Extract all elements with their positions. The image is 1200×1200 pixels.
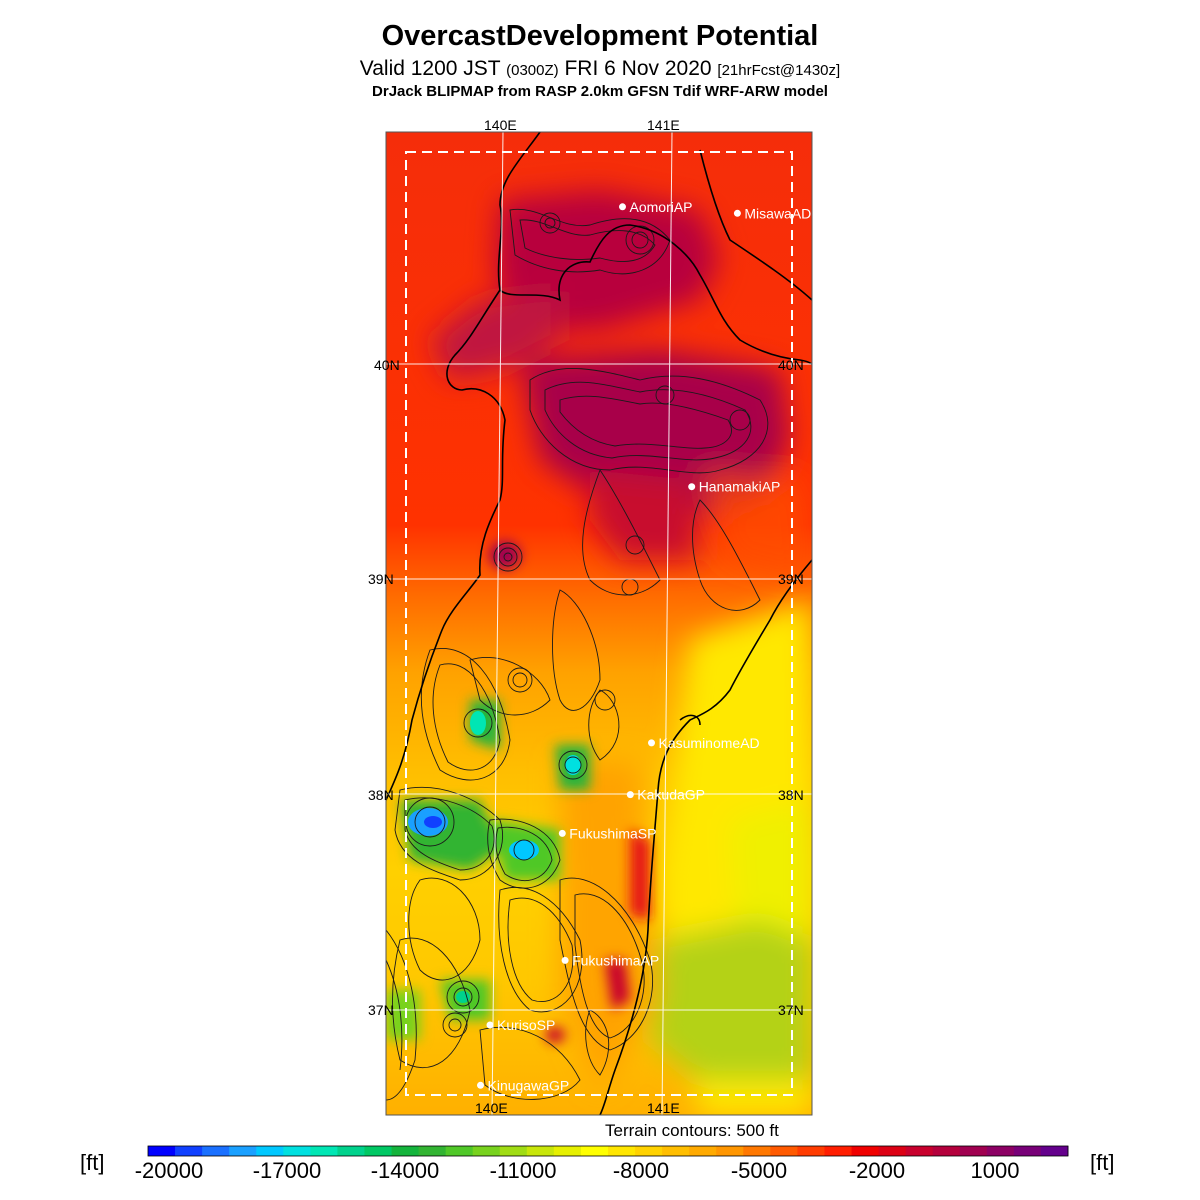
lat-label-38-left: 38N (368, 787, 394, 803)
station-dot (619, 203, 626, 211)
colorbar-frame (147, 1145, 1069, 1157)
colorbar-tick-label: -17000 (252, 1158, 322, 1183)
colorbar-swatch (580, 1146, 609, 1156)
station-label: KasuminomeAD (659, 735, 760, 751)
colorbar-tick-label: -14000 (370, 1158, 440, 1183)
colorbar-swatch (1013, 1146, 1042, 1156)
low-value-cells (408, 711, 581, 1003)
station-dot (486, 1021, 494, 1029)
valid-date: FRI 6 Nov 2020 (564, 57, 712, 80)
station-dot (688, 483, 696, 491)
colorbar-swatch (1040, 1146, 1069, 1156)
map-title: OvercastDevelopment Potential (381, 20, 819, 52)
lat-lon-grid (386, 132, 812, 1115)
lat-label-39-right: 39N (778, 571, 804, 587)
colorbar-swatch (283, 1146, 311, 1156)
colorbar-swatch (553, 1146, 582, 1156)
map-frame (385, 131, 813, 1116)
colorbar-tick-label: -8000 (612, 1158, 670, 1183)
colorbar-swatch (959, 1146, 988, 1156)
colorbar-swatch (499, 1146, 528, 1156)
station-dot (733, 209, 741, 217)
colorbar-swatch (770, 1146, 798, 1156)
domain-boundary (405, 151, 793, 1096)
station-dot (561, 956, 569, 964)
lon-label-140-top: 140E (484, 117, 517, 133)
valid-prefix: Valid 1200 JST (359, 57, 501, 80)
colorbar-swatch (337, 1146, 365, 1156)
colorbar-swatch (797, 1146, 825, 1156)
colorbar-swatch (878, 1146, 907, 1156)
colorbar-swatch (635, 1146, 663, 1156)
station-label: FukushimaSP (569, 825, 656, 841)
colorbar-unit-right: [ft] (1090, 1150, 1115, 1175)
colorbar-swatch (418, 1146, 447, 1156)
colorbar-swatch (175, 1146, 203, 1156)
lat-label-40-left: 40N (374, 357, 400, 373)
colorbar-swatch (932, 1146, 961, 1156)
colorbar-swatch (743, 1146, 771, 1156)
colorbar-tick-label: -20000 (134, 1158, 204, 1183)
colorbar-swatch (905, 1146, 934, 1156)
lat-label-40-right: 40N (778, 357, 804, 373)
colorbar-swatch (472, 1146, 501, 1156)
colorbar-swatch (608, 1146, 636, 1156)
colorbar-swatch (445, 1146, 474, 1156)
lon-label-141-top: 141E (647, 117, 680, 133)
colorbar-swatch (986, 1146, 1015, 1156)
forecast-info: [21hrFcst@1430z] (717, 62, 841, 79)
terrain-contours-note: Terrain contours: 500 ft (605, 1121, 779, 1140)
station-label: FukushimaAP (572, 952, 659, 968)
colorbar-swatch (689, 1146, 717, 1156)
station-label: HanamakiAP (699, 479, 781, 495)
lat-label-39-left: 39N (368, 571, 394, 587)
colorbar-swatch (824, 1146, 852, 1156)
lat-label-37-left: 37N (368, 1002, 394, 1018)
station-dot (626, 791, 634, 799)
station-label: AomoriAP (630, 199, 693, 215)
lon-label-141-bottom: 141E (647, 1100, 680, 1116)
colorbar-unit-left: [ft] (80, 1150, 105, 1175)
colorbar-swatch (851, 1146, 879, 1156)
colorbar-swatch (256, 1146, 284, 1156)
colorbar-tick-label: 1000 (970, 1158, 1020, 1183)
colorbar-swatch (364, 1146, 392, 1156)
valid-time-line: Valid 1200 JST (0300Z) FRI 6 Nov 2020 [2… (0, 57, 1200, 81)
colorbar-swatch (202, 1146, 230, 1156)
colorbar-swatch (526, 1146, 555, 1156)
colorbar-swatch (310, 1146, 338, 1156)
colorbar-swatch (391, 1146, 419, 1156)
colorbar-swatch (229, 1146, 257, 1156)
station-label: KakudaGP (637, 787, 705, 803)
station-markers: AomoriAP MisawaAD HanamakiAP KasuminomeAD Ka… (477, 199, 811, 1093)
station-label: KurisoSP (497, 1017, 555, 1033)
terrain-contours (386, 208, 769, 1101)
colorbar-swatch (662, 1146, 690, 1156)
lat-label-38-right: 38N (778, 787, 804, 803)
zulu-time: (0300Z) (506, 62, 559, 79)
colorbar-swatch (148, 1146, 176, 1156)
colorbar-tick-label: -2000 (848, 1158, 906, 1183)
station-dot (558, 829, 566, 837)
colorbar-swatch (716, 1146, 744, 1156)
lon-label-140-bottom: 140E (475, 1100, 508, 1116)
station-dot (648, 739, 655, 747)
colorbar-tick-label: -5000 (730, 1158, 788, 1183)
model-line: DrJack BLIPMAP from RASP 2.0km GFSN Tdif… (372, 83, 828, 100)
station-label: KinugawaGP (488, 1077, 570, 1093)
station-dot (477, 1081, 484, 1089)
colorbar (147, 1145, 1069, 1157)
colorbar-tick-label: -11000 (489, 1158, 557, 1183)
station-label: MisawaAD (744, 205, 811, 221)
map-field: AomoriAP MisawaAD HanamakiAP KasuminomeAD Ka… (386, 132, 812, 1115)
lat-label-37-right: 37N (778, 1002, 804, 1018)
